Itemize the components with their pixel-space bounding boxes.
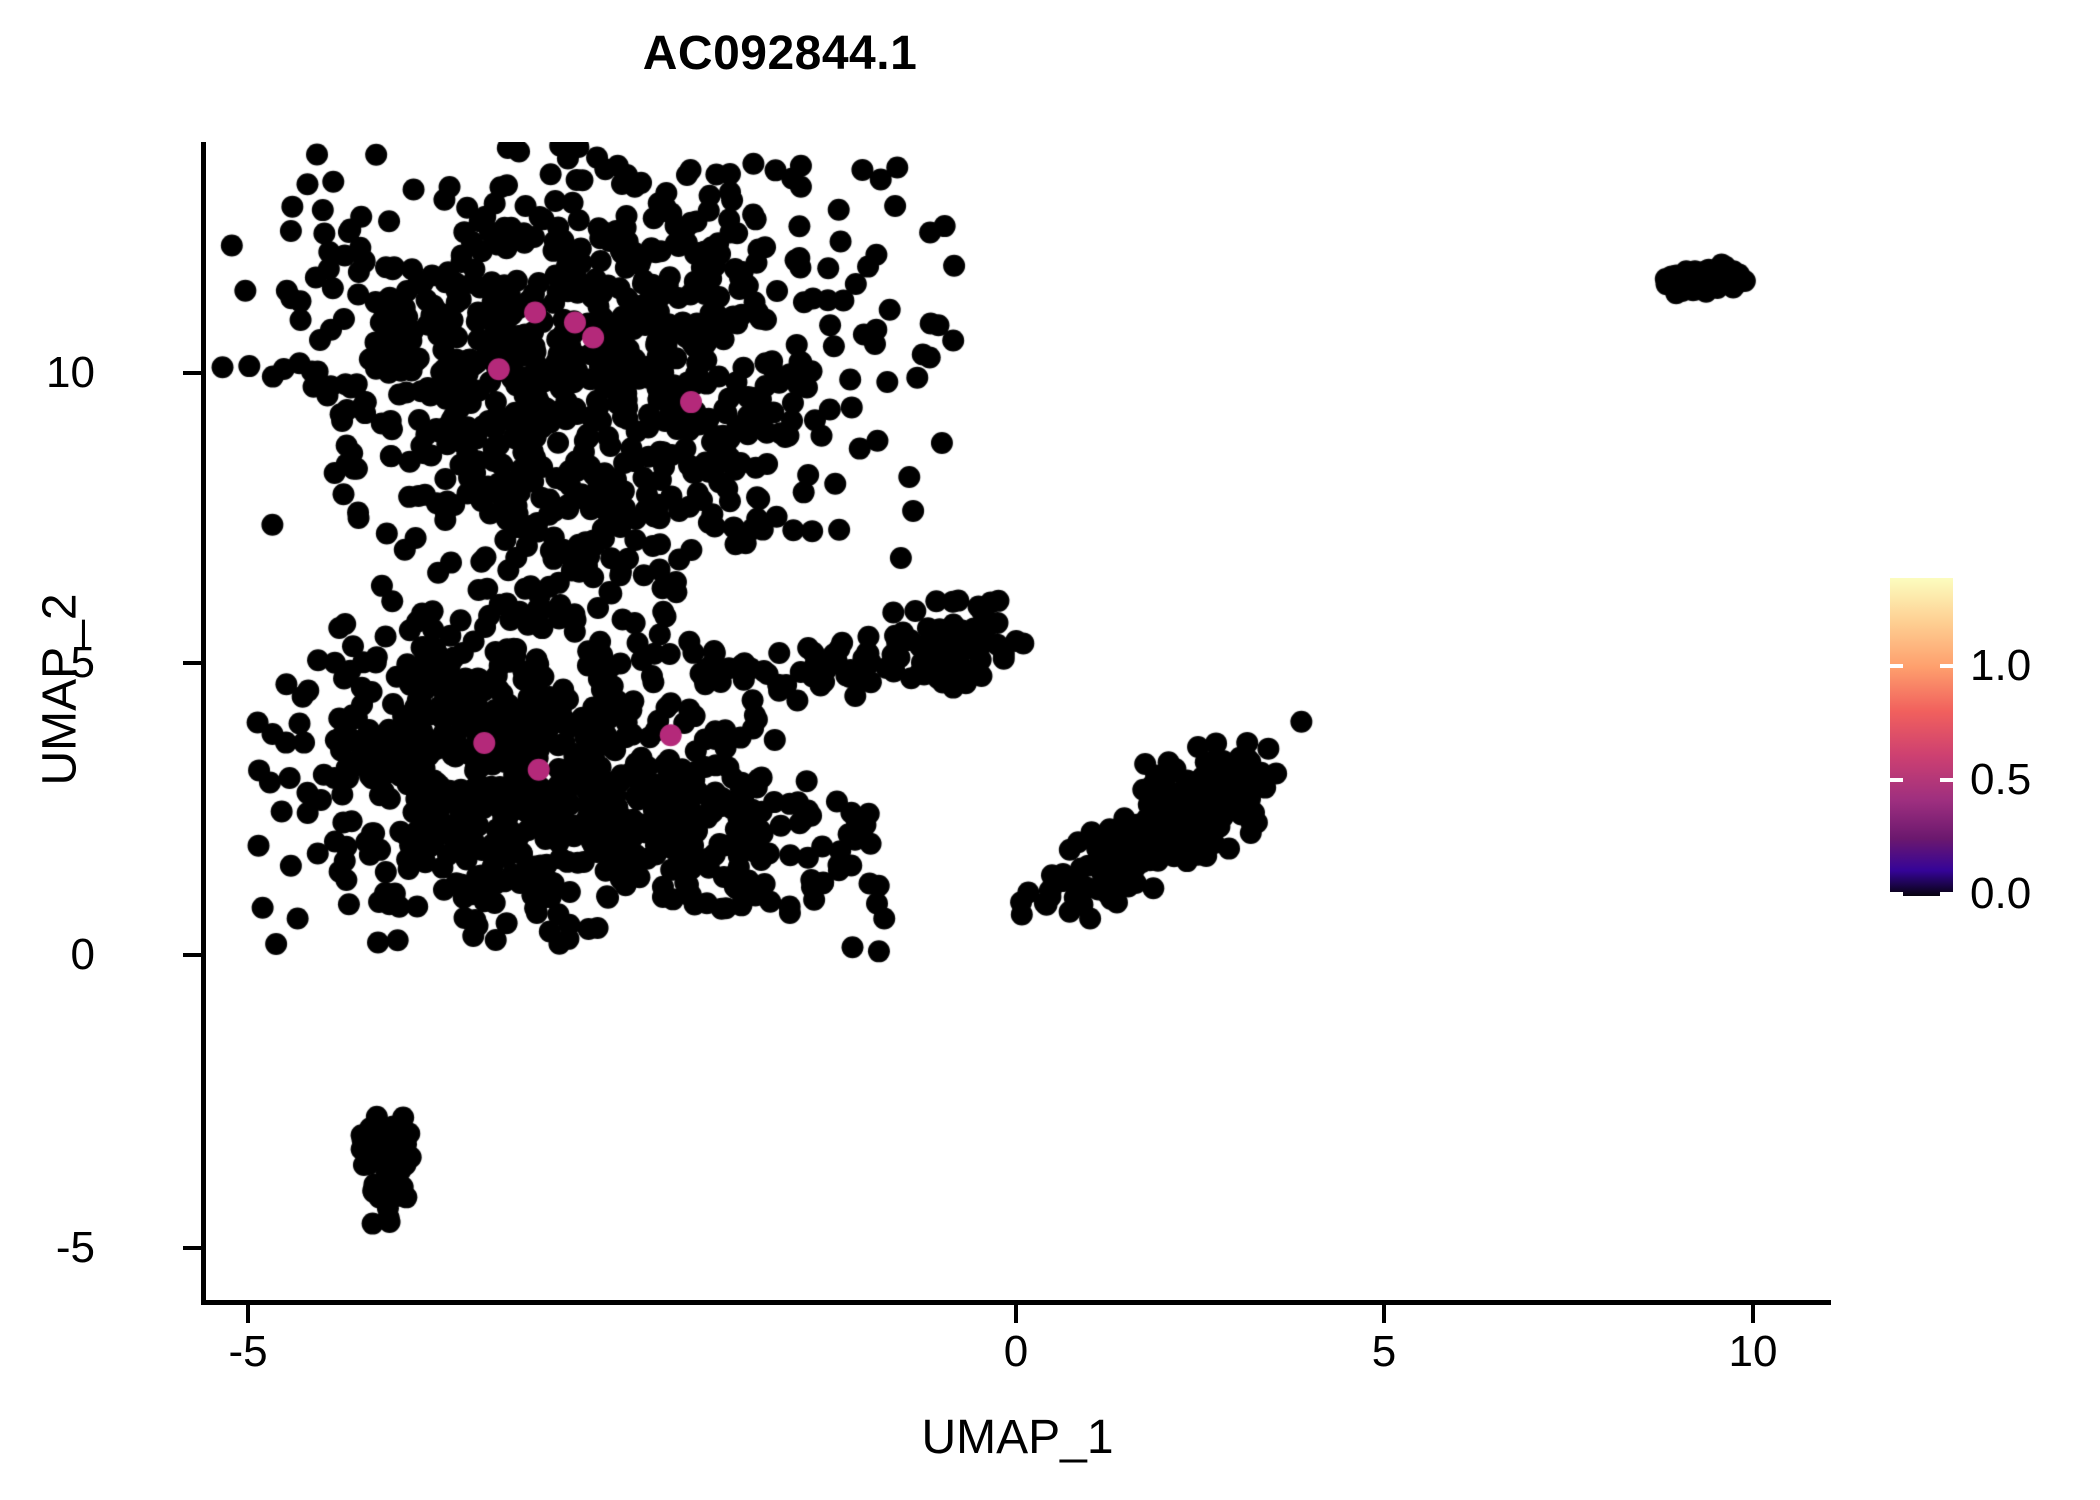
- colorbar-gradient: [1890, 578, 1953, 896]
- x-tick-mark: [1751, 1305, 1755, 1323]
- y-tick-label: 5: [70, 638, 95, 687]
- colorbar-tick-label: 0.5: [1970, 755, 2032, 804]
- page-title: AC092844.1: [642, 27, 918, 80]
- x-tick-label: 10: [1728, 1327, 1778, 1376]
- x-tick-label: -5: [228, 1327, 268, 1376]
- colorbar-tick-mark: [1890, 664, 1903, 668]
- colorbar-tick-mark: [1940, 664, 1953, 668]
- colorbar-tick-mark: [1890, 778, 1903, 782]
- y-tick-mark: [183, 1246, 201, 1250]
- y-tick-label: 10: [46, 348, 95, 397]
- colorbar-tick-mark: [1940, 778, 1953, 782]
- y-axis-title: UMAP_2: [33, 593, 87, 786]
- x-tick-label: 5: [1371, 1327, 1397, 1376]
- colorbar-tick-mark: [1890, 892, 1903, 896]
- scatter-points-layer: [205, 142, 1830, 1302]
- x-tick-mark: [246, 1305, 250, 1323]
- y-tick-label: -5: [55, 1223, 95, 1272]
- x-axis-title: UMAP_1: [921, 1411, 1114, 1464]
- y-axis-line: [201, 142, 206, 1304]
- x-tick-mark: [1382, 1305, 1386, 1323]
- y-tick-label: 0: [70, 930, 95, 979]
- colorbar-tick-label: 0.0: [1970, 869, 2032, 918]
- x-tick-label: 0: [1003, 1327, 1029, 1376]
- colorbar-tick-mark: [1940, 892, 1953, 896]
- y-tick-mark: [183, 661, 201, 665]
- colorbar-legend: 1.0 0.5 0.0: [1890, 578, 2080, 916]
- x-axis-line: [201, 1300, 1831, 1305]
- y-tick-mark: [183, 371, 201, 375]
- plot-panel: [205, 142, 1830, 1302]
- x-tick-mark: [1014, 1305, 1018, 1323]
- colorbar-tick-label: 1.0: [1970, 641, 2032, 690]
- y-tick-mark: [183, 953, 201, 957]
